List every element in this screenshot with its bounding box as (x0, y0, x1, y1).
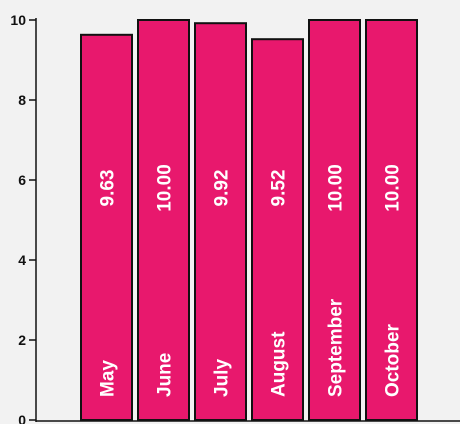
bar-value-label: 9.92 (212, 170, 233, 207)
bar-category-label: October (383, 324, 404, 397)
bar-may (80, 33, 133, 422)
bar-category-label: July (212, 359, 233, 397)
bar-category-label: May (98, 360, 119, 397)
bar-category-label: June (155, 353, 176, 397)
bar-category-label: August (269, 331, 290, 397)
bar-september (308, 19, 361, 421)
y-tick-label: 4 (18, 252, 26, 268)
y-tick-label: 8 (18, 92, 26, 108)
y-tick-label: 6 (18, 172, 26, 188)
bar-july (194, 22, 247, 421)
bar-august (251, 38, 304, 421)
bar-value-label: 10.00 (383, 164, 404, 212)
bar-category-label: September (326, 298, 347, 397)
y-axis: 0 2 4 6 8 10 (10, 12, 37, 424)
y-tick-label: 2 (18, 332, 26, 348)
bar-value-label: 9.52 (269, 170, 290, 207)
bar-value-label: 10.00 (326, 164, 347, 212)
bar-value-label: 9.63 (98, 170, 119, 207)
bars-group: 9.63 May 10.00 June 9.92 July 9.52 August 10.00 S… (80, 19, 418, 422)
bar-june (137, 19, 190, 421)
bar-october (365, 19, 418, 421)
y-tick-label: 0 (18, 412, 26, 424)
y-tick-label: 10 (10, 12, 26, 28)
bar-value-label: 10.00 (155, 164, 176, 212)
